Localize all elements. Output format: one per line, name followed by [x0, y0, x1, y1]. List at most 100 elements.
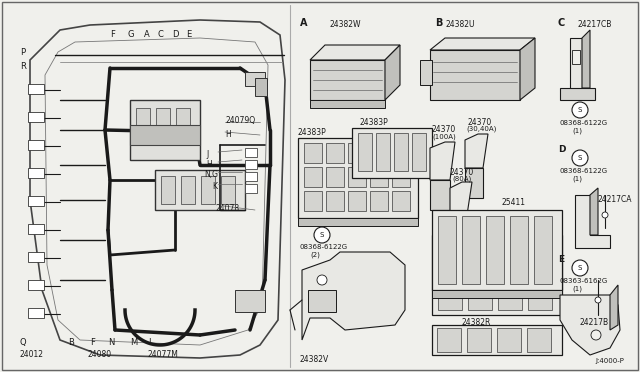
Text: C: C — [158, 30, 164, 39]
Polygon shape — [430, 142, 455, 180]
Bar — [156, 108, 170, 128]
Bar — [130, 125, 200, 145]
Text: A: A — [144, 30, 150, 39]
Polygon shape — [570, 38, 582, 90]
Text: C: C — [558, 18, 565, 28]
Text: B: B — [435, 18, 442, 28]
Bar — [235, 290, 265, 312]
Bar — [245, 172, 257, 181]
Bar — [438, 216, 456, 284]
Text: N: N — [108, 338, 115, 347]
Text: H: H — [225, 130, 231, 139]
Polygon shape — [385, 45, 400, 100]
Text: F: F — [90, 338, 95, 347]
Text: 24383P: 24383P — [298, 128, 327, 137]
Bar — [572, 50, 580, 64]
Bar — [468, 240, 492, 310]
Bar — [392, 191, 410, 211]
Text: B: B — [68, 338, 74, 347]
Bar — [432, 325, 562, 355]
Text: 24012: 24012 — [20, 350, 44, 359]
Text: 08368-6122G: 08368-6122G — [560, 168, 608, 174]
Text: E: E — [186, 30, 191, 39]
Bar — [28, 112, 44, 122]
Text: (1): (1) — [572, 176, 582, 183]
Text: 08363-6162G: 08363-6162G — [560, 278, 608, 284]
Polygon shape — [310, 45, 400, 60]
Bar — [221, 176, 235, 204]
Bar — [28, 308, 44, 318]
Text: 24382V: 24382V — [300, 355, 329, 364]
Bar — [28, 196, 44, 206]
Text: H: H — [206, 160, 212, 169]
Circle shape — [572, 150, 588, 166]
Bar — [486, 216, 504, 284]
Bar — [176, 108, 190, 128]
Text: 24077M: 24077M — [148, 350, 179, 359]
Bar — [28, 84, 44, 94]
Polygon shape — [560, 88, 595, 100]
Bar — [462, 216, 480, 284]
Polygon shape — [430, 38, 535, 50]
Text: K: K — [212, 182, 217, 191]
Text: 24217CB: 24217CB — [578, 20, 612, 29]
Bar — [155, 170, 245, 210]
Bar — [28, 168, 44, 178]
Bar — [370, 191, 388, 211]
Bar — [326, 167, 344, 187]
Text: (80A): (80A) — [452, 176, 471, 183]
Bar — [420, 60, 432, 85]
Text: D: D — [558, 145, 566, 154]
Bar — [510, 216, 528, 284]
Text: 24382R: 24382R — [462, 318, 492, 327]
Polygon shape — [560, 295, 620, 355]
Bar — [304, 191, 322, 211]
Text: 08368-6122G: 08368-6122G — [560, 120, 608, 126]
Bar — [438, 240, 462, 310]
Circle shape — [602, 212, 608, 218]
Bar — [201, 176, 215, 204]
Polygon shape — [302, 252, 405, 340]
Text: S: S — [578, 265, 582, 271]
Text: (30,40A): (30,40A) — [466, 126, 497, 132]
Text: J:4000-P: J:4000-P — [595, 358, 624, 364]
Text: 25411: 25411 — [502, 198, 526, 207]
Text: E: E — [558, 255, 564, 264]
Bar — [28, 252, 44, 262]
Circle shape — [572, 260, 588, 276]
Bar — [392, 167, 410, 187]
Text: 24382U: 24382U — [445, 20, 474, 29]
Bar — [28, 140, 44, 150]
Text: 24080: 24080 — [88, 350, 112, 359]
Bar — [28, 224, 44, 234]
Polygon shape — [590, 188, 598, 235]
Text: D: D — [172, 30, 179, 39]
Bar — [370, 143, 388, 163]
Text: (2): (2) — [310, 252, 320, 259]
Bar — [245, 184, 257, 193]
Bar — [527, 328, 551, 352]
Text: R: R — [20, 62, 26, 71]
Bar — [181, 176, 195, 204]
Bar — [437, 328, 461, 352]
Bar — [467, 328, 491, 352]
Bar — [245, 160, 257, 169]
Text: F: F — [110, 30, 115, 39]
Bar — [308, 290, 336, 312]
Bar — [161, 176, 175, 204]
Text: 24078: 24078 — [215, 204, 239, 213]
Polygon shape — [575, 195, 610, 248]
Bar — [432, 210, 562, 290]
Polygon shape — [310, 100, 385, 108]
Polygon shape — [430, 180, 450, 210]
Bar — [326, 143, 344, 163]
Bar — [304, 143, 322, 163]
Text: 24382W: 24382W — [330, 20, 362, 29]
Bar — [245, 148, 257, 157]
Bar — [255, 78, 267, 96]
Text: S: S — [320, 232, 324, 238]
Bar — [432, 290, 562, 298]
Text: Q: Q — [20, 338, 27, 347]
Polygon shape — [465, 134, 488, 168]
Polygon shape — [450, 215, 467, 242]
